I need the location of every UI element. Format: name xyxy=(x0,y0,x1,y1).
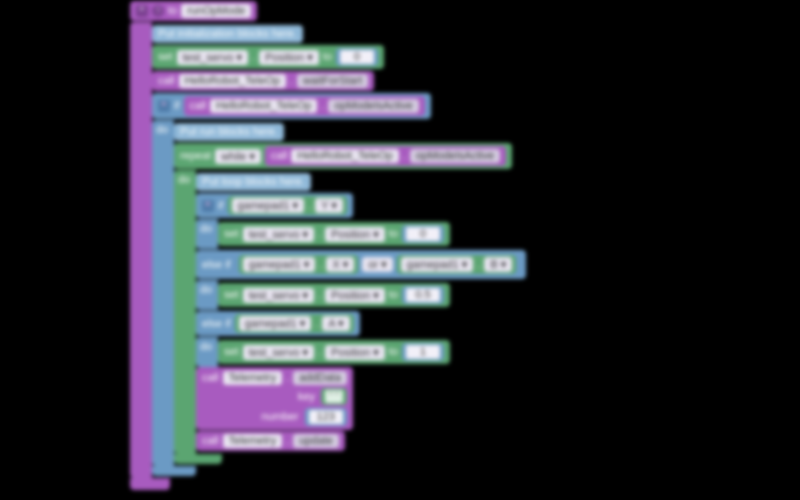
key-field[interactable]: " " xyxy=(325,390,343,403)
elseif-xb[interactable]: else if gamepad1 ▾ . X ▾ or ▾ xyxy=(196,250,526,279)
if-y-bar: do xyxy=(196,219,218,249)
if-c-bar: do xyxy=(152,120,174,466)
opmode-object[interactable]: HelloRobot_TeleOp xyxy=(179,74,286,88)
blockly-workspace[interactable]: ? to runOpMode Put initialization blocks… xyxy=(130,0,526,490)
elseif-a[interactable]: else if gamepad1 ▾ . A ▾ xyxy=(196,311,360,336)
comment-loop[interactable]: Put loop blocks here. xyxy=(196,173,311,191)
servo-var-dropdown[interactable]: test_servo ▾ xyxy=(177,50,248,65)
comment-init[interactable]: Put initialization blocks here. xyxy=(152,25,303,43)
set-servo-one[interactable]: set test_servo ▾ . Position ▾ to 1 xyxy=(218,340,450,364)
gear-icon[interactable] xyxy=(158,100,170,112)
set-servo-0[interactable]: set test_servo ▾ . Position ▾ to 0 xyxy=(152,45,384,69)
num-input-0[interactable]: 0 xyxy=(340,50,374,64)
comment-run[interactable]: Put run blocks here. xyxy=(174,123,284,141)
servo-prop-dropdown[interactable]: Position ▾ xyxy=(259,50,319,65)
help-icon[interactable]: ? xyxy=(152,5,164,17)
num-field[interactable]: 123 xyxy=(309,410,343,424)
gear-icon[interactable] xyxy=(136,5,148,17)
method-waitforstart: waitForStart xyxy=(297,74,368,88)
if-y[interactable]: if gamepad1 ▾ . Y ▾ xyxy=(196,193,353,218)
set-servo-half[interactable]: set test_servo ▾ . Position ▾ to 0.5 xyxy=(218,283,450,307)
loop-c-bar: do xyxy=(174,170,196,454)
telemetry-adddata[interactable]: call Telemetry . addData key " " xyxy=(196,367,353,430)
function-c-bar xyxy=(130,22,152,478)
function-name[interactable]: runOpMode xyxy=(181,4,251,18)
to-label: to xyxy=(168,5,177,17)
set-servo-0b[interactable]: set test_servo ▾ . Position ▾ to 0 xyxy=(218,222,450,246)
function-def-block[interactable]: ? to runOpMode xyxy=(130,1,257,21)
if-opmode-active[interactable]: if call HelloRobot_TeleOp . opModeIsActi… xyxy=(152,93,431,119)
gear-icon[interactable] xyxy=(202,200,214,212)
while-dropdown[interactable]: while ▾ xyxy=(215,149,261,164)
call-waitforstart[interactable]: call HelloRobot_TeleOp . waitForStart xyxy=(152,71,374,91)
telemetry-update[interactable]: call Telemetry . update xyxy=(196,431,345,451)
repeat-while[interactable]: repeat while ▾ call HelloRobot_TeleOp . … xyxy=(174,143,512,169)
